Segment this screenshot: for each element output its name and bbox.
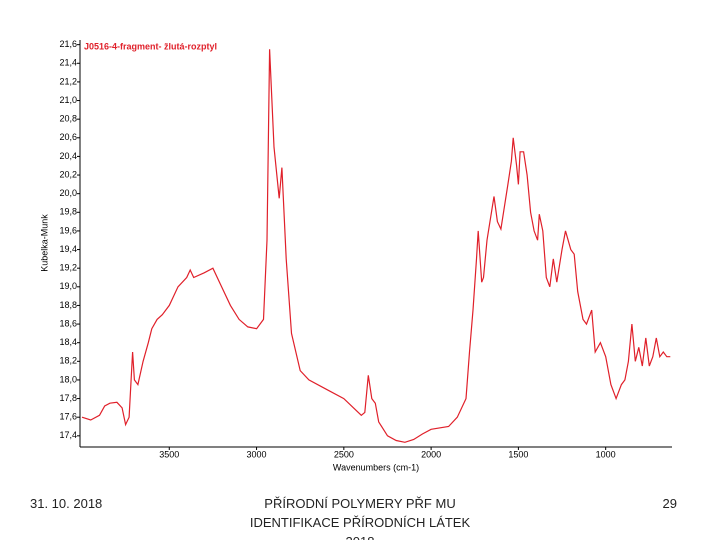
footer-date: 31. 10. 2018 (30, 496, 103, 511)
x-tick-label: 3500 (159, 449, 179, 459)
x-tick-label: 1000 (596, 449, 616, 459)
y-tick-label: 19,2 (59, 263, 77, 273)
y-tick-label: 18,0 (59, 374, 77, 384)
y-tick-label: 17,6 (59, 412, 77, 422)
spectrum-line (81, 49, 671, 443)
y-tick-label: 21,4 (59, 58, 77, 68)
y-tick-label: 20,2 (59, 169, 77, 179)
x-tick-label: 2500 (334, 449, 354, 459)
y-tick-label: 19,4 (59, 244, 77, 254)
y-tick-label: 17,4 (59, 430, 77, 440)
y-tick-label: 19,0 (59, 281, 77, 291)
y-tick-label: 21,2 (59, 76, 77, 86)
y-axis-label: Kubelka-Munk (39, 214, 49, 272)
y-tick-label: 21,6 (59, 39, 77, 49)
x-tick-label: 3000 (247, 449, 267, 459)
y-tick-label: 19,6 (59, 225, 77, 235)
y-tick-label: 18,2 (59, 356, 77, 366)
y-tick-label: 18,8 (59, 300, 77, 310)
y-tick-label: 17,8 (59, 393, 77, 403)
chart-title: J0516-4-fragment- žlutá-rozptyl (84, 41, 217, 51)
x-tick-label: 1500 (508, 449, 528, 459)
footer-page: 29 (662, 496, 677, 511)
y-tick-label: 18,4 (59, 337, 77, 347)
x-axis-label: Wavenumbers (cm-1) (333, 462, 419, 472)
y-tick-label: 20,0 (59, 188, 77, 198)
x-tick-label: 2000 (421, 449, 441, 459)
y-tick-label: 19,8 (59, 207, 77, 217)
y-tick-label: 20,4 (59, 151, 77, 161)
y-tick-label: 20,8 (59, 114, 77, 124)
y-tick-label: 21,0 (59, 95, 77, 105)
y-tick-label: 20,6 (59, 132, 77, 142)
y-tick-label: 18,6 (59, 318, 77, 328)
footer-title: PŘÍRODNÍ POLYMERY PŘF MU IDENTIFIKACE PŘ… (249, 496, 471, 540)
